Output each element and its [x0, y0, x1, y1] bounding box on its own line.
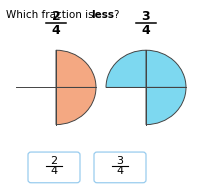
Circle shape [16, 50, 96, 125]
Text: 4: 4 [50, 166, 58, 176]
Text: Which fraction is: Which fraction is [6, 10, 97, 20]
Text: 4: 4 [142, 24, 150, 37]
Text: 2: 2 [50, 155, 58, 166]
Text: 3: 3 [116, 155, 124, 166]
Wedge shape [146, 87, 186, 125]
Text: 4: 4 [52, 24, 60, 37]
Text: 4: 4 [116, 166, 124, 176]
Wedge shape [146, 50, 186, 87]
Text: 3: 3 [142, 10, 150, 23]
FancyBboxPatch shape [28, 152, 80, 183]
Text: 2: 2 [52, 10, 60, 23]
Text: ?: ? [113, 10, 118, 20]
Wedge shape [56, 50, 96, 87]
Text: less: less [91, 10, 114, 20]
Circle shape [106, 50, 186, 125]
FancyBboxPatch shape [94, 152, 146, 183]
Wedge shape [106, 50, 146, 87]
Wedge shape [56, 87, 96, 125]
